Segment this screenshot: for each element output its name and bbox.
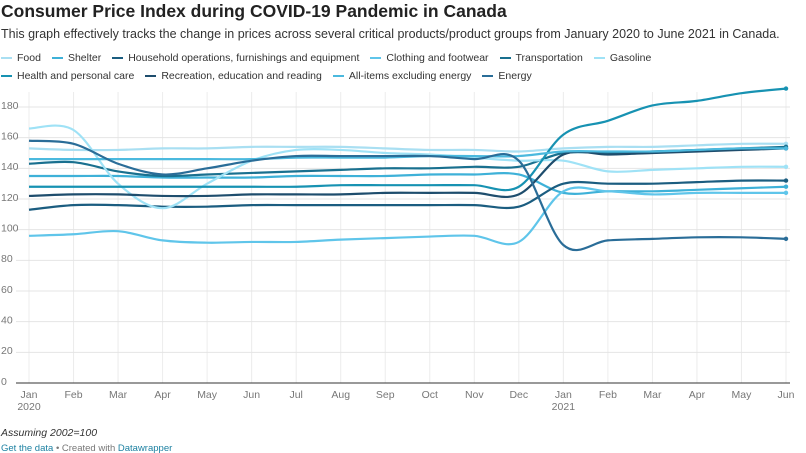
line xyxy=(28,186,786,246)
chart-title: Consumer Price Index during COVID-19 Pan… xyxy=(1,1,507,21)
legend-swatch xyxy=(51,56,63,59)
legend-swatch xyxy=(1,56,12,59)
x-tick-label: Jun xyxy=(778,389,795,401)
legend-item: Household operations, furnishings and eq… xyxy=(112,51,359,64)
legend-label: Health and personal care xyxy=(17,69,135,82)
legend-label: Clothing and footwear xyxy=(386,51,489,64)
legend-swatch xyxy=(482,74,494,77)
note: Assuming 2002=100 xyxy=(1,427,98,439)
footer: Get the data • Created with Datawrapper xyxy=(1,443,172,453)
x-tick-label: Jun xyxy=(243,389,260,401)
y-tick-label: 20 xyxy=(1,345,13,357)
x-tick-label: Sep xyxy=(376,389,395,401)
chart-subtitle: This graph effectively tracks the change… xyxy=(1,27,780,41)
end-point xyxy=(783,184,789,189)
x-tick-label: Aug xyxy=(331,389,350,401)
end-point xyxy=(783,164,789,169)
end-point xyxy=(783,146,789,151)
line xyxy=(28,172,787,195)
x-tick-label: Mar xyxy=(643,389,662,401)
y-tick-label: 80 xyxy=(1,253,13,265)
legend-label: Recreation, education and reading xyxy=(161,69,322,82)
x-tick-label: Oct xyxy=(422,389,438,401)
x-tick-label: Apr xyxy=(154,389,171,401)
y-tick-label: 0 xyxy=(1,376,7,388)
x-tick-label: Feb xyxy=(599,389,617,401)
legend: Food Shelter Household operations, furnish… xyxy=(1,51,713,82)
y-tick-label: 180 xyxy=(1,100,19,112)
x-tick-label: Apr xyxy=(689,389,706,401)
legend-label: Transportation xyxy=(515,51,583,64)
end-point xyxy=(783,236,789,242)
legend-label: Gasoline xyxy=(609,51,652,64)
legend-label: Energy xyxy=(498,69,532,82)
footer-text: • Created with xyxy=(55,443,116,453)
line xyxy=(28,147,787,198)
y-tick-label: 40 xyxy=(1,314,13,326)
x-tick-label: May xyxy=(197,389,218,401)
legend-item: Recreation, education and reading xyxy=(145,69,322,82)
legend-swatch xyxy=(145,74,157,77)
y-tick-label: 60 xyxy=(1,284,13,296)
legend-item: Clothing and footwear xyxy=(370,51,489,64)
legend-swatch xyxy=(1,74,12,77)
x-tick-label: Mar xyxy=(109,389,128,401)
end-point xyxy=(783,86,789,91)
y-tick-label: 140 xyxy=(1,161,19,173)
legend-label: Shelter xyxy=(67,51,102,64)
legend-swatch xyxy=(112,56,124,59)
x-tick-label: Feb xyxy=(64,389,82,401)
data-link[interactable]: Get the data xyxy=(1,443,54,453)
x-tick-label: Dec xyxy=(509,389,528,401)
legend-item: Gasoline xyxy=(593,51,652,64)
legend-swatch xyxy=(370,56,382,59)
legend-item: Energy xyxy=(482,69,532,82)
x-tick-label: May xyxy=(732,389,753,401)
legend-swatch xyxy=(593,56,605,59)
legend-swatch xyxy=(332,74,344,77)
line xyxy=(28,139,787,252)
legend-item: Food xyxy=(1,51,41,64)
x-tick-label: Nov xyxy=(465,389,484,401)
line xyxy=(28,124,787,210)
end-point xyxy=(783,190,789,196)
x-tick-label: Jan 2021 xyxy=(552,389,576,413)
credit-link[interactable]: Datawrapper xyxy=(117,443,173,453)
y-tick-label: 160 xyxy=(1,130,19,142)
legend-swatch xyxy=(499,56,511,59)
line xyxy=(28,179,787,211)
legend-item: Health and personal care xyxy=(1,69,134,82)
legend-label: Food xyxy=(17,51,41,64)
legend-item: All-items excluding energy xyxy=(332,69,472,82)
line xyxy=(29,87,787,192)
legend-item: Shelter xyxy=(51,51,102,64)
end-point xyxy=(783,141,789,146)
x-tick-label: Jan 2020 xyxy=(17,389,41,413)
line xyxy=(28,142,787,153)
end-point xyxy=(783,178,789,183)
legend-label: All-items excluding energy xyxy=(348,69,472,82)
y-tick-label: 120 xyxy=(1,192,19,204)
y-tick-label: 100 xyxy=(1,222,19,234)
legend-item: Transportation xyxy=(499,51,583,64)
legend-label: Household operations, furnishings and eq… xyxy=(128,51,360,64)
x-tick-label: Jul xyxy=(289,389,302,401)
